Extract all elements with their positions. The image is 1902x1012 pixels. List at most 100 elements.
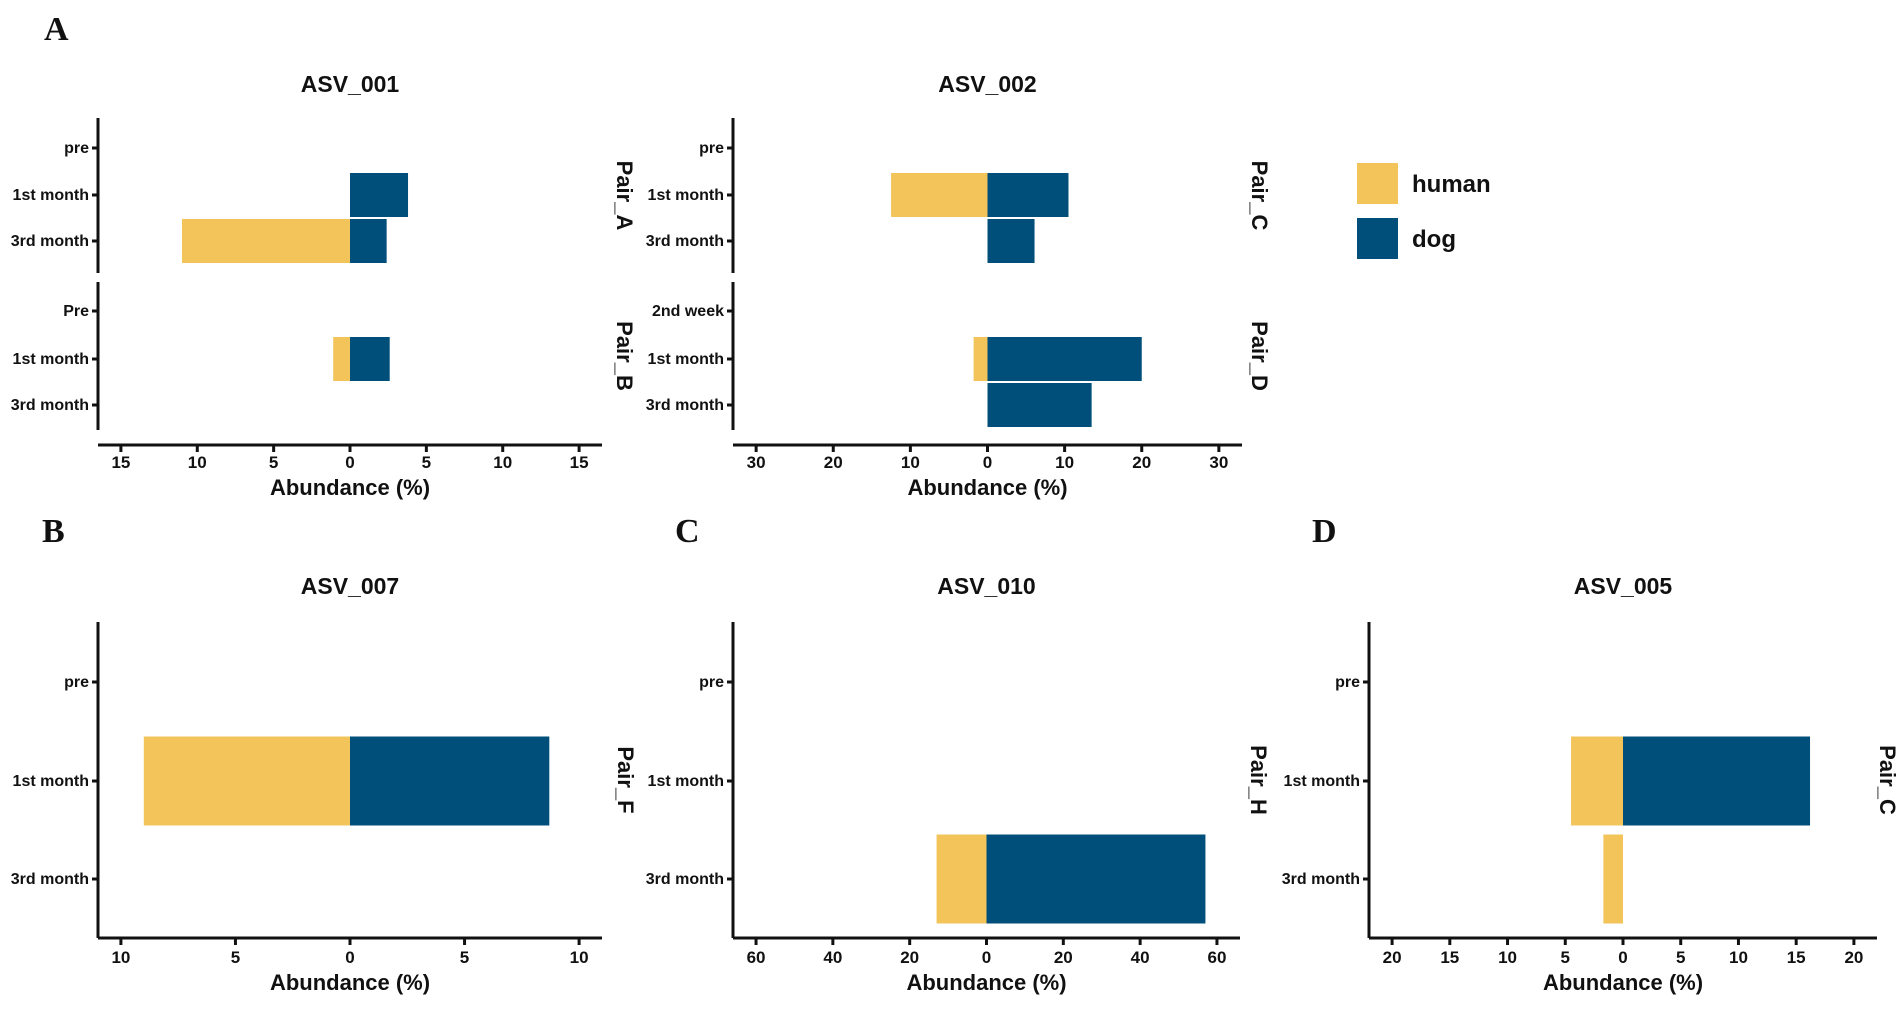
y-tick-label: 1st month <box>1284 773 1360 790</box>
bar-dog-1st-month <box>1623 736 1811 826</box>
bar-human-1st-month <box>973 337 988 381</box>
x-tick-label: 0 <box>345 453 354 472</box>
chart-title: ASV_001 <box>301 71 400 97</box>
facet-pair-h: pre 1st month 3rd month Pair_H <box>646 622 1271 938</box>
x-tick-label: 10 <box>901 453 920 472</box>
x-tick-label: 30 <box>1209 453 1228 472</box>
x-tick-label: 10 <box>570 948 589 967</box>
y-tick-label: 2nd week <box>652 303 724 320</box>
bar-dog-3rd-month <box>987 219 1035 263</box>
chart-title: ASV_002 <box>938 71 1036 97</box>
x-tick-label: 20 <box>1844 948 1863 967</box>
y-tick-label: 1st month <box>13 773 89 790</box>
x-tick-label: 60 <box>1207 948 1226 967</box>
x-tick-label: 0 <box>1618 948 1627 967</box>
panel-letter-d: D <box>1312 513 1337 550</box>
x-tick-label: 15 <box>111 453 130 472</box>
x-tick-label: 0 <box>345 948 354 967</box>
x-axis-label: Abundance (%) <box>1543 970 1703 995</box>
facet-label: Pair_C <box>1247 161 1272 231</box>
x-tick-label: 0 <box>982 948 991 967</box>
legend-swatch-dog <box>1357 218 1398 259</box>
legend-label-human: human <box>1412 171 1491 198</box>
y-tick-label: Pre <box>63 303 89 320</box>
x-tick-label: 5 <box>1676 948 1685 967</box>
bar-dog-1st-month <box>350 173 409 217</box>
y-tick-label: pre <box>64 140 89 157</box>
y-tick-label: 1st month <box>13 187 89 204</box>
y-tick-label: pre <box>699 674 724 691</box>
x-tick-label: 20 <box>1132 453 1151 472</box>
x-axis-label: Abundance (%) <box>907 475 1067 500</box>
panel-letter-b: B <box>42 513 65 550</box>
facet-pair-c: pre 1st month 3rd month Pair_C <box>646 118 1272 273</box>
legend-swatch-human <box>1357 163 1398 204</box>
x-tick-label: 10 <box>493 453 512 472</box>
bar-dog-3rd-month <box>987 383 1092 427</box>
facet-label: Pair_F <box>613 746 638 813</box>
bar-human-1st-month <box>1571 736 1623 826</box>
bar-human-3rd-month <box>936 834 987 924</box>
bar-dog-1st-month <box>350 736 550 826</box>
panel-letter-a: A <box>44 11 69 48</box>
facet-label: Pair_H <box>1246 745 1271 815</box>
facet-pair-c: pre 1st month 3rd month Pair_C <box>1282 622 1900 938</box>
x-axis-label: Abundance (%) <box>270 475 430 500</box>
bar-dog-3rd-month <box>350 219 387 263</box>
y-tick-label: pre <box>64 674 89 691</box>
x-tick-label: 20 <box>900 948 919 967</box>
x-tick-label: 10 <box>111 948 130 967</box>
chart-title: ASV_007 <box>301 573 399 599</box>
bar-human-1st-month <box>333 337 350 381</box>
chart-title: ASV_005 <box>1574 573 1673 599</box>
chart-title: ASV_010 <box>937 573 1035 599</box>
y-tick-label: 1st month <box>13 351 89 368</box>
x-tick-label: 5 <box>460 948 469 967</box>
x-tick-label: 5 <box>422 453 431 472</box>
bar-dog-1st-month <box>987 337 1142 381</box>
facet-label: Pair_B <box>612 321 637 391</box>
y-tick-label: 3rd month <box>646 871 724 888</box>
x-tick-label: 20 <box>1383 948 1402 967</box>
x-tick-label: 10 <box>1729 948 1748 967</box>
y-tick-label: 3rd month <box>646 397 724 414</box>
y-tick-label: 3rd month <box>11 233 89 250</box>
y-tick-label: 3rd month <box>11 397 89 414</box>
x-axis-label: Abundance (%) <box>906 970 1066 995</box>
y-tick-label: 3rd month <box>1282 871 1360 888</box>
facet-pair-b: Pre 1st month 3rd month Pair_B <box>11 282 637 430</box>
x-tick-label: 60 <box>747 948 766 967</box>
x-tick-label: 5 <box>231 948 240 967</box>
facet-pair-d: 2nd week 1st month 3rd month Pair_D <box>646 282 1272 430</box>
bar-human-3rd-month <box>182 219 350 263</box>
bar-dog-1st-month <box>350 337 390 381</box>
x-tick-label: 15 <box>570 453 589 472</box>
bar-dog-1st-month <box>987 173 1069 217</box>
x-tick-label: 40 <box>1131 948 1150 967</box>
x-tick-label: 5 <box>269 453 278 472</box>
x-tick-label: 0 <box>983 453 992 472</box>
x-tick-label: 10 <box>188 453 207 472</box>
y-tick-label: pre <box>699 140 724 157</box>
x-tick-label: 20 <box>824 453 843 472</box>
y-tick-label: pre <box>1335 674 1360 691</box>
x-tick-label: 15 <box>1787 948 1806 967</box>
x-tick-label: 20 <box>1054 948 1073 967</box>
y-tick-label: 3rd month <box>646 233 724 250</box>
bar-human-1st-month <box>891 173 988 217</box>
bar-human-1st-month <box>143 736 350 826</box>
x-tick-label: 10 <box>1498 948 1517 967</box>
y-tick-label: 1st month <box>648 351 724 368</box>
y-tick-label: 1st month <box>648 187 724 204</box>
x-tick-label: 15 <box>1440 948 1459 967</box>
bar-dog-3rd-month <box>986 834 1206 924</box>
legend: human dog <box>1357 163 1491 259</box>
legend-label-dog: dog <box>1412 226 1456 253</box>
